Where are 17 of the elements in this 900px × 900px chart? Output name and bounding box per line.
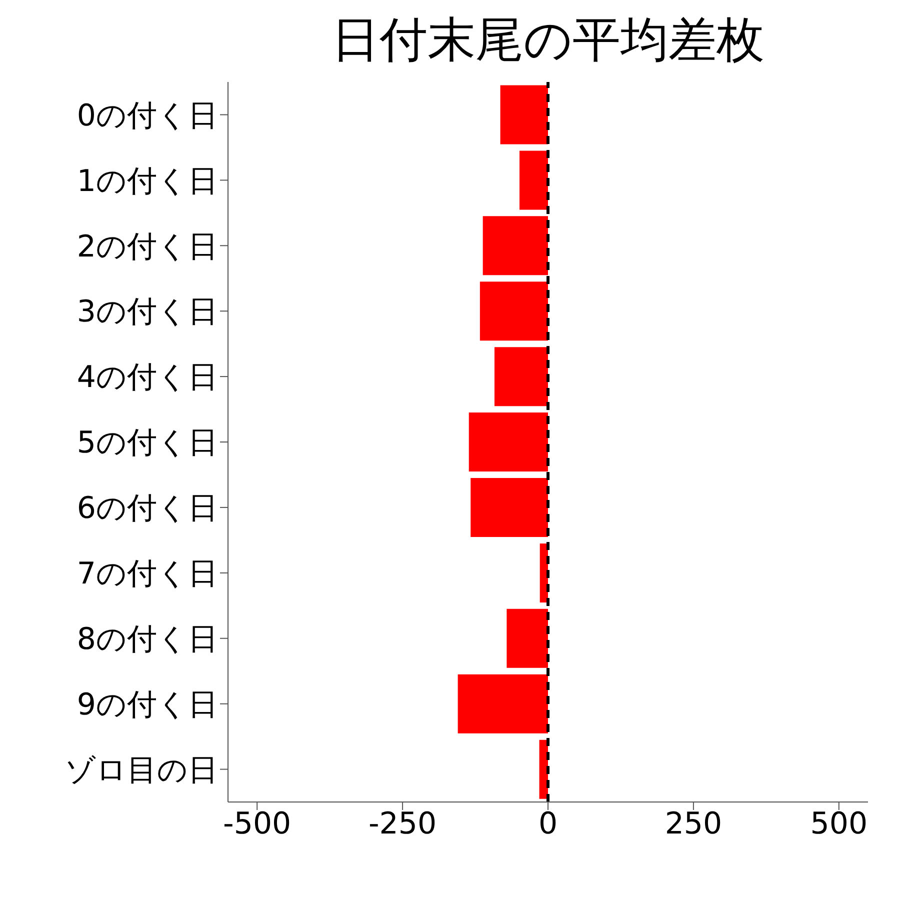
y-tick-label: 2の付く日 <box>76 229 218 264</box>
x-tick-label: -250 <box>368 806 437 842</box>
y-tick-label: 6の付く日 <box>76 491 218 526</box>
y-tick-label: ゾロ目の日 <box>65 752 218 788</box>
chart-title: 日付末尾の平均差枚 <box>330 11 766 70</box>
y-tick-label: 7の付く日 <box>76 556 218 592</box>
y-tick-label: 8の付く日 <box>76 622 218 658</box>
x-tick-label: 500 <box>810 806 868 842</box>
x-tick-label: 250 <box>664 806 722 842</box>
y-tick-label: 5の付く日 <box>76 426 218 461</box>
y-tick-label: 3の付く日 <box>76 294 218 330</box>
x-tick-label: 0 <box>538 806 558 842</box>
x-tick-label: -500 <box>223 806 292 842</box>
y-tick-label: 9の付く日 <box>76 687 218 722</box>
y-tick-label: 4の付く日 <box>76 360 218 396</box>
y-tick-label: 0の付く日 <box>76 98 218 134</box>
y-tick-label: 1の付く日 <box>76 164 218 199</box>
